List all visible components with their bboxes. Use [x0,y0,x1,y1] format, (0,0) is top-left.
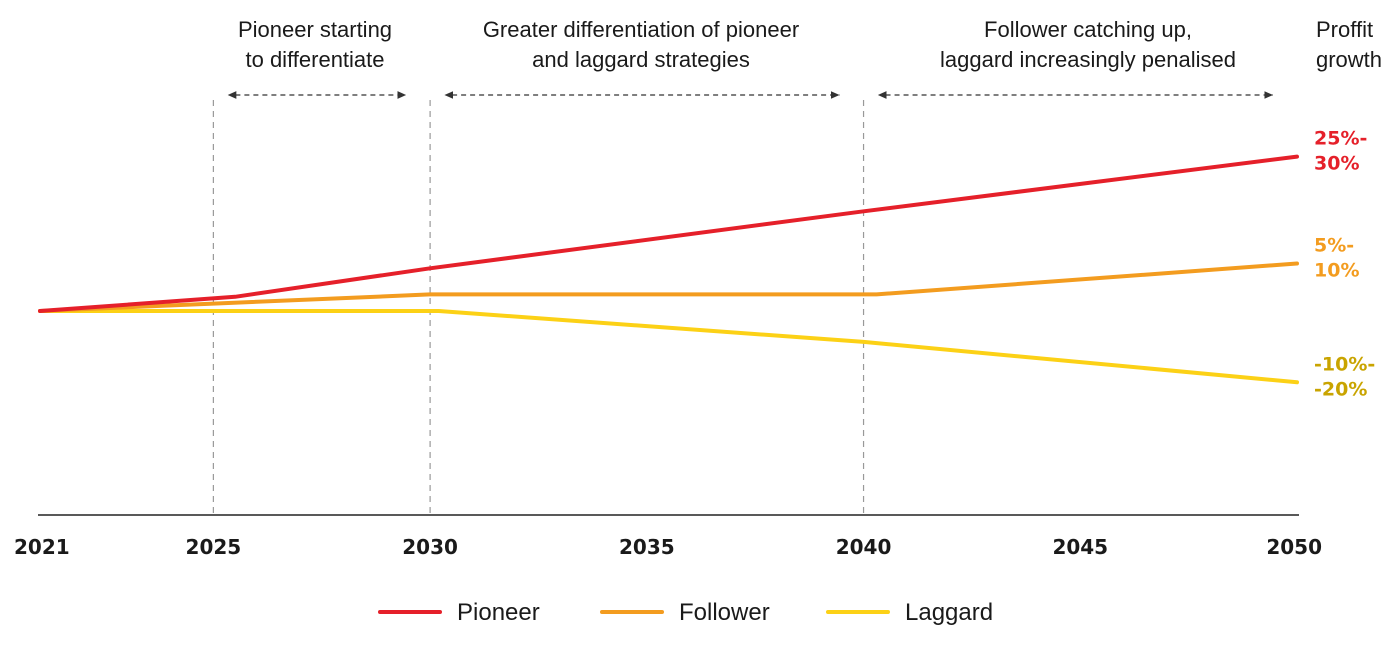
x-tick-label-2025: 2025 [186,535,242,559]
x-tick-label-2035: 2035 [619,535,675,559]
x-tick-label-2050: 2050 [1266,535,1322,559]
phase-label-1-line-2: to differentiate [245,47,384,72]
phase-label-3-line-1: Follower catching up, [984,17,1192,42]
y-axis-label-line-1: Proffit [1316,17,1373,42]
y-axis-label-line-2: growth [1316,47,1382,72]
end-label-follower-line-2: 10% [1314,260,1359,282]
x-tick-label-2021: 2021 [14,535,70,559]
x-tick-label-2045: 2045 [1052,535,1108,559]
legend-label-laggard: Laggard [905,599,993,626]
end-label-pioneer-line-1: 25%- [1314,128,1367,150]
series-line-laggard [38,309,1299,385]
phase-label-3-line-2: laggard increasingly penalised [940,47,1236,72]
phase-label-2-line-1: Greater differentiation of pioneer [483,17,799,42]
series-line-follower [38,261,1299,313]
x-tick-label-2040: 2040 [836,535,892,559]
series-line-pioneer [38,154,1299,313]
end-label-laggard-line-2: -20% [1314,378,1367,400]
phase-label-1-line-1: Pioneer starting [238,17,392,42]
end-label-laggard-line-1: -10%- [1314,353,1375,375]
x-tick-label-2030: 2030 [402,535,458,559]
end-label-pioneer-line-2: 30% [1314,153,1359,175]
legend-label-follower: Follower [679,599,770,626]
legend-label-pioneer: Pioneer [457,599,540,626]
end-label-follower-line-1: 5%- [1314,235,1354,257]
phase-label-2-line-2: and laggard strategies [532,47,750,72]
